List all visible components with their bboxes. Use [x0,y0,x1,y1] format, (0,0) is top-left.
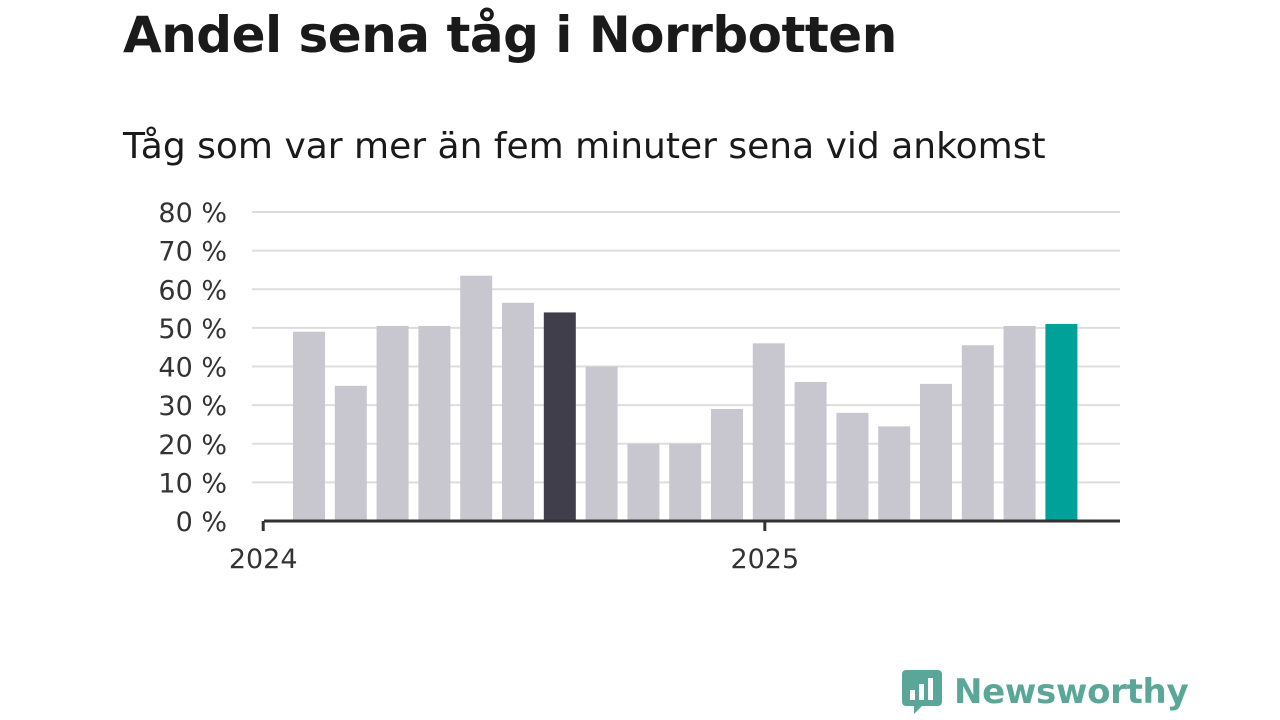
bar-2024-12 [711,408,743,521]
brand-name: Newsworthy [954,672,1189,712]
y-tick-label: 0 % [176,507,227,538]
y-tick-label: 40 % [158,353,227,384]
bar-2025-07 [1003,325,1036,521]
y-tick-label: 80 % [158,198,227,229]
bar-2025-08 [1045,324,1078,521]
y-axis-labels: 0 % 10 % 20 % 30 % 40 % 50 % 60 % 70 % 80 % [158,198,227,538]
y-tick-label: 10 % [158,468,227,499]
bar-2024-02 [293,331,325,521]
bar-2024-09 [585,366,618,521]
bar-2024-06 [460,275,493,521]
bar-2024-07 [502,302,534,521]
y-tick-label: 20 % [158,430,227,461]
y-tick-label: 60 % [158,275,227,306]
x-axis [261,519,1120,531]
bar-2025-02 [794,381,827,521]
y-tick-label: 30 % [158,391,227,422]
x-tick-label: 2025 [730,544,799,575]
bar-2024-11 [669,443,702,521]
y-tick-label: 50 % [158,314,227,345]
bar-2025-06 [961,345,994,521]
y-tick-label: 70 % [158,237,227,268]
bar-2024-10 [627,443,660,521]
bar-2025-04 [878,426,911,521]
bar-2025-03 [836,412,869,521]
bar-2024-04 [376,325,409,521]
newsworthy-logo: Newsworthy [902,670,1189,714]
bars [293,275,1078,521]
bar-2024-05 [418,325,451,521]
bar-2024-08 [543,312,576,521]
bar-2024-03 [334,385,367,521]
chart-subtitle: Tåg som var mer än fem minuter sena vid … [123,126,1046,167]
bar-chart-speech-bubble-icon [902,670,942,714]
x-axis-labels: 2024 2025 [229,544,799,575]
x-tick-label: 2024 [229,544,298,575]
bar-2025-01 [752,343,785,521]
bar-2025-05 [920,383,952,521]
chart-title: Andel sena tåg i Norrbotten [123,6,897,64]
